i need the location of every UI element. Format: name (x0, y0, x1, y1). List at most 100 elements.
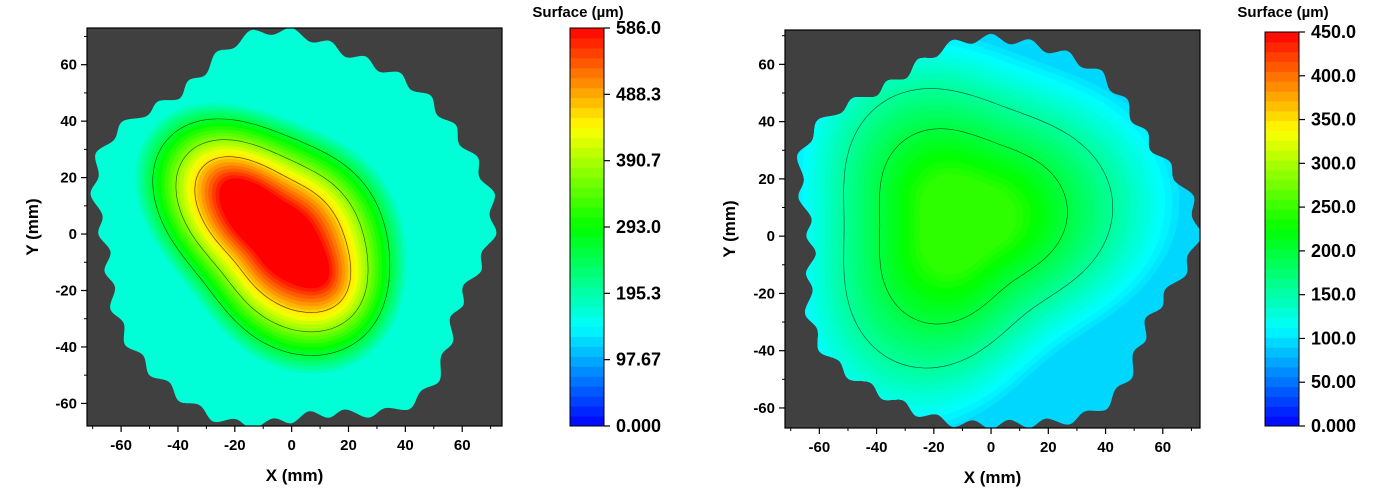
colorbar-step (570, 37, 604, 49)
colorbar-step (1265, 258, 1299, 269)
colorbar-step (1265, 396, 1299, 407)
colorbar-tick-label: 200.0 (1311, 241, 1356, 261)
colorbar: 450.0 400.0 350.0 300.0 250.0 200.0 150.0 100.0… (1237, 4, 1356, 436)
contour-line (194, 156, 352, 313)
colorbar-tick-label: 50.00 (1311, 372, 1356, 392)
colorbar-step (1265, 337, 1299, 348)
colorbar-step (570, 376, 604, 387)
colorbar-step (1265, 199, 1299, 210)
colorbar-step (570, 177, 604, 188)
x-tick-label: 40 (397, 437, 414, 454)
colorbar-step (1265, 32, 1299, 43)
contour-band (219, 178, 330, 289)
colorbar-step (1265, 268, 1299, 279)
colorbar-step (570, 306, 604, 318)
plot-frame (784, 29, 1201, 429)
x-tick-label: 60 (454, 437, 471, 454)
colorbar-step (1265, 317, 1299, 328)
colorbar-step (570, 47, 604, 59)
colorbar-step (1265, 120, 1299, 131)
colorbar-step (570, 416, 604, 427)
y-tick-label: -40 (55, 339, 77, 356)
x-tick-label: -60 (809, 439, 831, 456)
colorbar-tick-label: 400.0 (1311, 66, 1356, 86)
colorbar-step (1265, 209, 1299, 220)
colorbar-title: Surface (µm) (532, 4, 623, 21)
y-tick-label: 20 (60, 170, 77, 187)
plot-frame (86, 27, 503, 427)
colorbar-step (570, 386, 604, 397)
colorbar-step (1265, 41, 1299, 53)
colorbar-step (570, 57, 604, 69)
colorbar-step (1265, 189, 1299, 200)
x-tick-label: -20 (224, 437, 246, 454)
colorbar-step (570, 97, 604, 109)
colorbar-step (570, 266, 604, 278)
colorbar-step (570, 346, 604, 357)
y-tick-label: 40 (758, 114, 775, 131)
colorbar-step (570, 296, 604, 308)
colorbar-step (1265, 169, 1299, 181)
colorbar-step (570, 207, 604, 218)
x-tick-label: -60 (110, 437, 132, 454)
colorbar-step (570, 28, 604, 39)
colorbar-step (570, 326, 604, 337)
colorbar-frame (1264, 31, 1300, 427)
y-tick-label: -40 (753, 343, 775, 360)
colorbar-step (1265, 238, 1299, 250)
colorbar-step (1265, 327, 1299, 338)
contour-line (152, 118, 391, 356)
colorbar-step (1265, 140, 1299, 151)
colorbar-tick-label: 293.0 (616, 217, 661, 237)
x-tick-label: 20 (1040, 439, 1057, 456)
colorbar-step (570, 256, 604, 268)
x-tick-label: 20 (340, 437, 357, 454)
y-tick-label: 60 (60, 57, 77, 74)
colorbar-tick-label: 195.3 (616, 283, 661, 303)
colorbar-step (1265, 307, 1299, 319)
y-axis-title: Y (mm) (23, 198, 42, 255)
colorbar-step (1265, 110, 1299, 122)
colorbar-step (570, 406, 604, 417)
colorbar-step (1265, 179, 1299, 191)
y-tick-label: 60 (758, 56, 775, 73)
colorbar-step (1265, 219, 1299, 230)
left-contour-plot: -60 -40 -20 0 20 40 60 -60 -40 -20 0 20 40 60 X (mm) Y … (23, 4, 661, 485)
colorbar-step (1265, 100, 1299, 112)
colorbar-step (570, 217, 604, 228)
colorbar-tick-label: 488.3 (616, 84, 661, 104)
colorbar-step (570, 286, 604, 298)
colorbar-step (570, 227, 604, 238)
contour-field (797, 33, 1200, 430)
colorbar-step (1265, 81, 1299, 92)
y-tick-label: 20 (758, 171, 775, 188)
y-tick-label: 0 (767, 228, 775, 245)
colorbar-step (570, 316, 604, 327)
colorbar-step (570, 107, 604, 119)
colorbar-step (570, 366, 604, 377)
contour-line (175, 139, 369, 333)
colorbar-step (570, 236, 604, 248)
colorbar-step (1265, 386, 1299, 397)
colorbar-step (1265, 376, 1299, 388)
colorbar-step (570, 137, 604, 148)
colorbar-tick-label: 450.0 (1311, 22, 1356, 42)
colorbar-step (570, 67, 604, 79)
colorbar-step (1265, 130, 1299, 141)
colorbar-step (1265, 91, 1299, 102)
colorbar-step (570, 187, 604, 198)
y-tick-label: -20 (55, 283, 77, 300)
colorbar-step (1265, 347, 1299, 358)
colorbar-step (570, 336, 604, 347)
colorbar-tick-label: 390.7 (616, 151, 661, 171)
contour-line (843, 88, 1114, 369)
colorbar-step (1265, 229, 1299, 240)
colorbar-tick-label: 97.67 (616, 350, 661, 370)
colorbar-step (570, 127, 604, 138)
y-axis-title: Y (mm) (720, 200, 739, 257)
x-tick-label: 40 (1097, 439, 1114, 456)
colorbar-step (1265, 297, 1299, 309)
y-tick-label: -20 (753, 285, 775, 302)
x-tick-label: -40 (167, 437, 189, 454)
x-axis-title: X (mm) (964, 468, 1022, 487)
